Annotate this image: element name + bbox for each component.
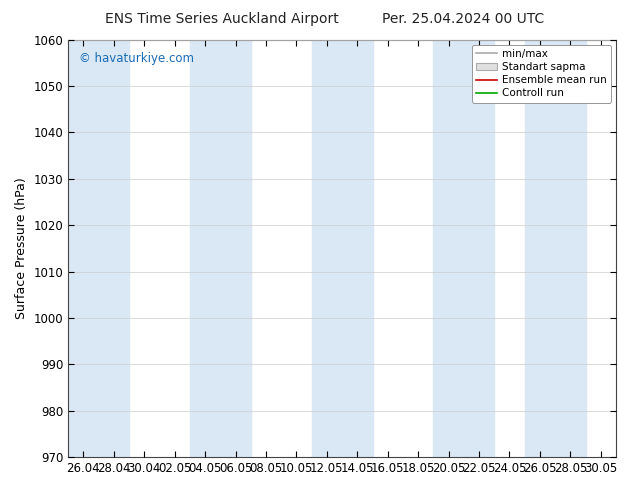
Text: ENS Time Series Auckland Airport: ENS Time Series Auckland Airport	[105, 12, 339, 26]
Bar	[190, 40, 251, 457]
Bar	[312, 40, 373, 457]
Bar	[525, 40, 586, 457]
Bar	[434, 40, 495, 457]
Text: Per. 25.04.2024 00 UTC: Per. 25.04.2024 00 UTC	[382, 12, 544, 26]
Bar	[68, 40, 129, 457]
Legend: min/max, Standart sapma, Ensemble mean run, Controll run: min/max, Standart sapma, Ensemble mean r…	[472, 45, 611, 102]
Text: © havaturkiye.com: © havaturkiye.com	[79, 52, 194, 65]
Y-axis label: Surface Pressure (hPa): Surface Pressure (hPa)	[15, 177, 28, 319]
